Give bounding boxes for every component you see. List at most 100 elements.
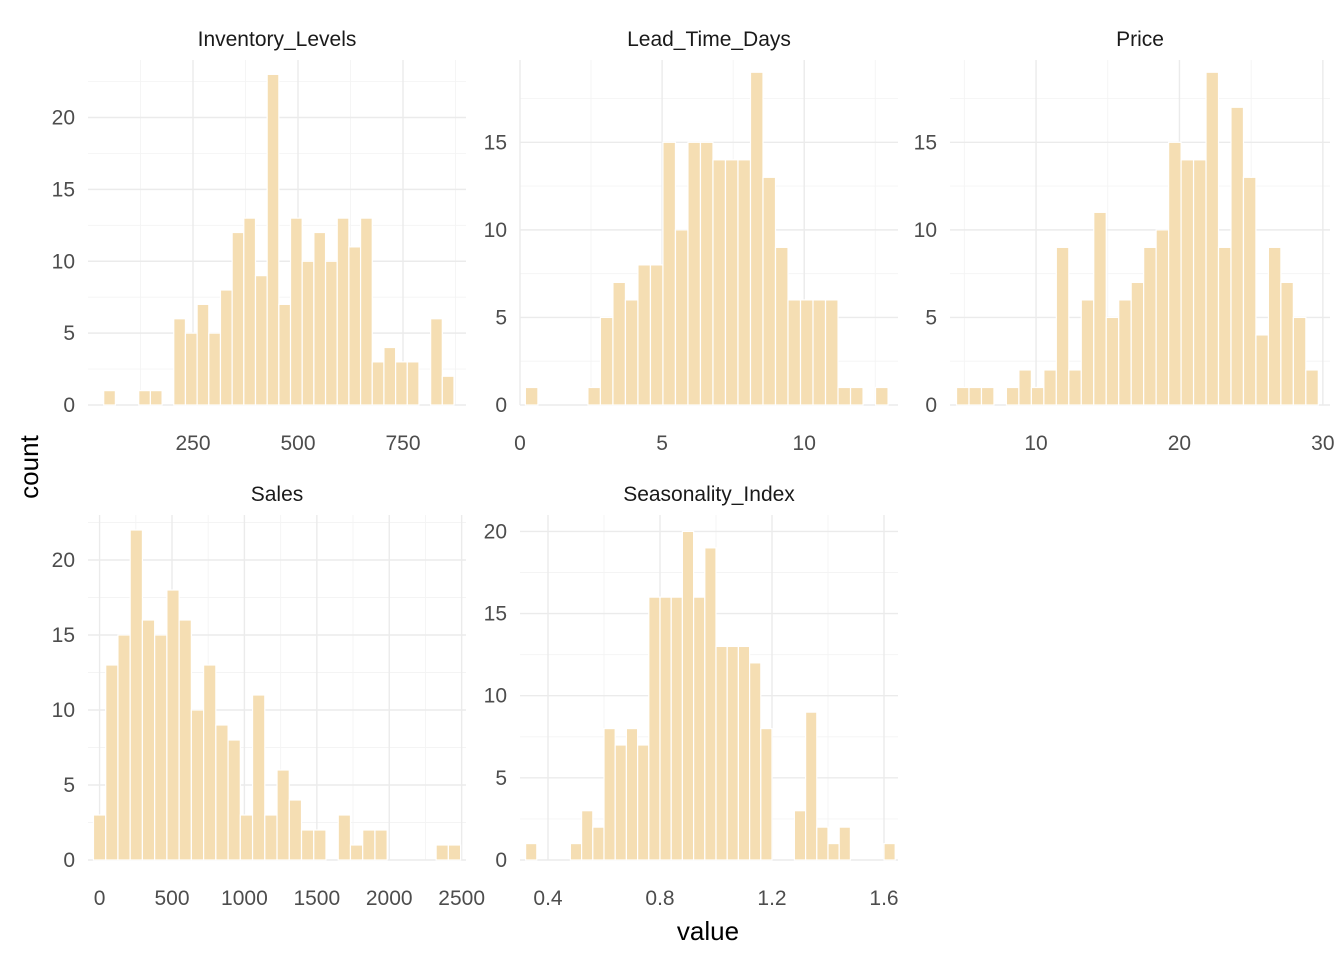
histogram-bar [849,386,864,406]
x-tick-label: 5 [656,432,668,455]
y-tick-label: 0 [495,394,507,417]
histogram-bar [227,739,241,861]
x-tick-label: 0.4 [533,887,563,910]
histogram-bar [190,709,205,861]
histogram-bar [141,619,156,861]
histogram-bar [692,596,706,861]
x-tick-label: 1000 [221,887,268,910]
histogram-bar [441,375,455,406]
histogram-bar [103,390,116,406]
histogram-bar [748,662,762,861]
histogram-bar [1068,369,1082,406]
histogram-bar [569,842,583,861]
histogram-bar [239,814,254,861]
y-tick-label: 10 [52,250,75,273]
histogram-bar [1242,176,1257,406]
histogram-bar [968,386,983,406]
x-tick-label: 1500 [293,887,340,910]
histogram-bar [1168,141,1182,406]
y-tick-label: 15 [484,131,507,154]
histogram-bar [1130,281,1145,406]
histogram-bar [662,141,677,406]
histogram-bar [278,303,292,406]
histogram-bar [980,386,995,406]
histogram-bar [430,318,443,406]
histogram-bar [812,299,827,406]
y-tick-label: 20 [484,520,507,543]
histogram-bar [1143,246,1157,406]
histogram-bar [1018,369,1032,406]
histogram-bar [592,826,605,861]
facet-title: Sales [251,483,304,506]
histogram-bar [749,71,764,406]
histogram-bar [787,299,802,406]
histogram-bar [715,645,728,861]
histogram-bar [524,842,538,861]
histogram-bar [1093,211,1107,406]
histogram-bar [804,711,818,861]
histogram-bar [670,596,684,861]
histogram-bar [1280,281,1294,406]
x-tick-label: 500 [280,432,315,455]
histogram-bar [603,727,616,861]
histogram-bar [824,299,839,406]
y-tick-label: 15 [914,131,937,154]
facet-panel: Seasonality_Index 0.4 0.8 1.2 1.6 0 5 10 15 20 [484,483,899,910]
y-tick-label: 10 [52,699,75,722]
histogram-bar [266,73,280,406]
histogram-bar [138,390,152,406]
facet-title: Price [1116,28,1164,51]
histogram-bar [1180,159,1195,406]
histogram-bar [816,826,829,861]
histogram-bar [289,217,303,406]
histogram-bar [874,386,889,406]
histogram-bar [383,346,397,406]
histogram-bar [712,159,727,406]
histogram-bar [648,596,661,861]
histogram-bar [166,589,180,861]
x-tick-label: 500 [154,887,189,910]
histogram-bar [883,842,896,861]
facet-panel: Sales 0 500 1000 1500 2000 2500 0 5 10 15 20 [52,483,485,910]
y-tick-label: 10 [484,685,507,708]
x-tick-label: 10 [1024,432,1047,455]
x-tick-label: 1.6 [869,887,898,910]
histogram-bar [580,810,594,861]
histogram-bar [1205,71,1220,406]
facet-title: Lead_Time_Days [627,28,791,51]
histogram-bar [219,289,233,406]
histogram-bar [154,634,168,861]
facet-panel: Price 10 20 30 0 5 10 15 [914,28,1335,455]
histogram-bar [624,299,639,406]
facet-title: Inventory_Levels [198,28,357,51]
x-tick-label: 750 [385,432,420,455]
histogram-bar [215,724,229,861]
x-tick-label: 250 [175,432,210,455]
y-tick-label: 10 [484,219,507,242]
histogram-bar [524,386,539,406]
histogram-bar [1043,369,1057,406]
histogram-bar [374,829,388,861]
histogram-bar [1267,246,1282,406]
y-tick-label: 0 [63,849,75,872]
histogram-bar [1005,386,1020,406]
histogram-bar [337,814,352,861]
x-tick-label: 10 [793,432,816,455]
histogram-bar [395,361,408,406]
histogram-bar [681,530,695,861]
histogram-bar [243,217,257,406]
histogram-bar [203,664,217,861]
histogram-bar [674,229,689,406]
facet-title: Seasonality_Index [623,483,795,506]
histogram-bar [300,829,315,861]
histogram-bar [704,547,717,861]
histogram-bar [105,664,119,861]
histogram-bar [737,645,751,861]
histogram-bar [737,159,752,406]
histogram-bar [726,645,740,861]
x-tick-label: 0 [94,887,106,910]
histogram-bar [955,386,970,406]
histogram-bar [1292,316,1307,406]
y-tick-label: 5 [495,767,507,790]
